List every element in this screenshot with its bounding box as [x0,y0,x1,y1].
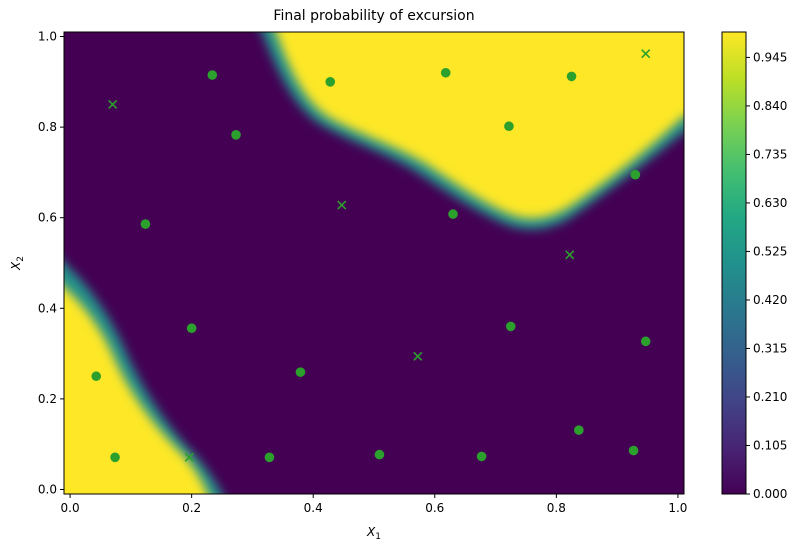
colorbar-tick-label: 0.210 [753,390,787,404]
circle-point [140,219,151,229]
y-axis-label: X2 [9,256,26,271]
y-axis: 0.0 0.2 0.4 0.6 0.8 1.0 [38,30,64,496]
circle-point [566,71,577,82]
circle-point [504,121,514,132]
colorbar-tick-label: 0.315 [753,341,787,355]
cross-point [108,99,118,110]
cross-point [565,250,575,260]
circle-point [264,452,275,463]
circle-point [374,449,385,460]
circle-point [505,321,516,332]
x-tick-label: 0.2 [182,501,201,515]
y-tick-label: 0.8 [38,120,57,134]
circle-point [440,67,451,78]
colorbar-tick-label: 0.630 [753,196,787,210]
y-tick-label: 0.2 [38,392,57,406]
cross-point [184,452,194,462]
y-tick-label: 0.6 [38,211,57,225]
circle-point [630,169,641,180]
circle-point [295,367,306,377]
colorbar-ticks: 0.000 0.105 0.210 0.315 0.420 0.525 0.630 0.735… [746,50,787,501]
cross-point [337,200,347,210]
circle-point [110,452,120,463]
high-probability-region-top-right [276,32,684,219]
y-tick-label: 0.4 [38,301,57,315]
circle-point [325,77,336,87]
circle-point [574,425,584,435]
colorbar-tick-label: 0.000 [753,487,787,501]
colorbar-tick-label: 0.420 [753,293,787,307]
x-tick-label: 0.4 [304,501,323,515]
colorbar-tick-label: 0.840 [753,99,787,113]
colorbar-tick-label: 0.735 [753,147,787,161]
x-tick-label: 1.0 [668,501,687,515]
x-tick-label: 0.8 [547,501,566,515]
colorbar-tick-label: 0.945 [753,50,787,64]
colorbar-tick-label: 0.525 [753,244,787,258]
circle-point [231,130,241,140]
heatmap-area [64,32,684,494]
x-tick-label: 0.6 [425,501,444,515]
colorbar [721,31,747,495]
circle-point [207,70,218,80]
circle-point [186,323,197,334]
high-probability-region-bottom-left [64,287,208,494]
plot-frame [63,31,685,495]
circle-point [628,445,639,456]
circle-point [476,451,487,462]
x-axis: 0.0 0.2 0.4 0.6 0.8 1.0 [61,494,687,515]
chart-title: Final probability of excursion [273,8,474,24]
circle-point [91,371,102,382]
cross-point [641,49,651,59]
x-tick-label: 0.0 [61,501,80,515]
x-axis-label: X1 [366,525,381,542]
colorbar-tick-label: 0.105 [753,438,787,452]
circle-point [640,336,651,347]
data-points [91,49,651,463]
circle-point [448,209,458,219]
cross-point [413,351,423,361]
y-tick-label: 1.0 [38,30,57,44]
y-tick-label: 0.0 [38,482,57,496]
